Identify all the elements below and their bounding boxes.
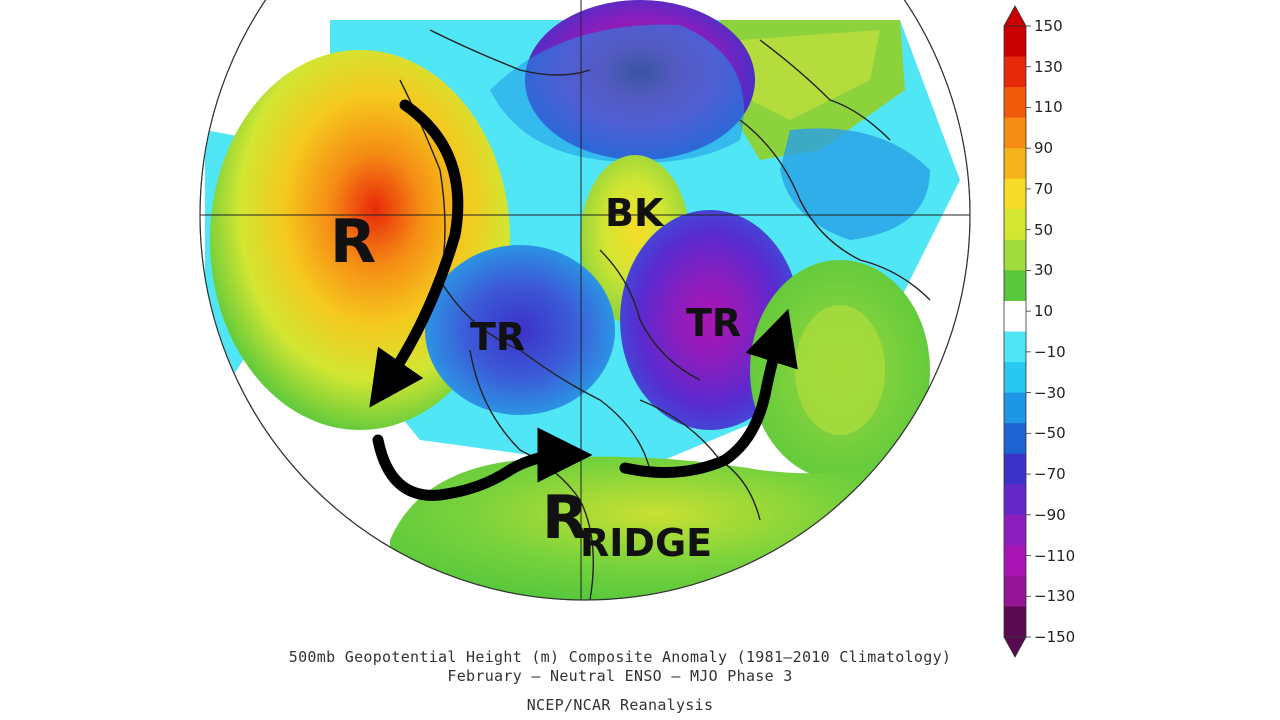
colorbar-segment — [1004, 453, 1026, 485]
label-block: BK — [605, 191, 665, 235]
colorbar-segment — [1004, 117, 1026, 149]
colorbar-tick-label: −10 — [1034, 342, 1066, 361]
colorbar-tick-label: 130 — [1034, 57, 1063, 76]
label-trough-west: TR — [470, 315, 525, 359]
colorbar-tick-label: −30 — [1034, 383, 1066, 402]
western-trough-anomaly — [425, 245, 615, 415]
colorbar-tick-label: −70 — [1034, 465, 1066, 484]
flow-arrow-south — [372, 427, 593, 501]
colorbar-segment — [1004, 575, 1026, 607]
label-ridge-south: R — [542, 483, 588, 553]
caption-title: 500mb Geopotential Height (m) Composite … — [288, 648, 952, 666]
colorbar-tick-label: 10 — [1034, 302, 1054, 321]
colorbar-segment — [1004, 178, 1026, 210]
colorbar-segment — [1004, 362, 1026, 394]
colorbar-segment — [1004, 270, 1026, 302]
colorbar-segment — [1004, 300, 1026, 332]
colorbar-top-arrow — [1003, 5, 1027, 27]
colorbar-tick-label: 150 — [1034, 17, 1063, 35]
colorbar-segment — [1004, 392, 1026, 424]
label-ridge-west: R — [330, 207, 376, 277]
colorbar-segment — [1004, 87, 1026, 119]
colorbar-segment — [1004, 209, 1026, 241]
colorbar-segment — [1004, 423, 1026, 455]
colorbar-tick-label: 90 — [1034, 139, 1054, 158]
colorbar-tick-label: 30 — [1034, 261, 1054, 280]
colorbar-tick-label: −90 — [1034, 505, 1066, 524]
colorbar-tick-label: 50 — [1034, 220, 1054, 239]
flow-arrows — [369, 99, 798, 501]
colorbar-segment — [1004, 148, 1026, 180]
colorbar-segment — [1004, 545, 1026, 577]
colorbar-segment — [1004, 331, 1026, 363]
caption-source: NCEP/NCAR Reanalysis — [526, 696, 714, 714]
colorbar-segment — [1004, 56, 1026, 88]
colorbar-tick-label: −130 — [1034, 587, 1076, 606]
colorbar-segment — [1004, 484, 1026, 516]
colorbar-tick-label: 70 — [1034, 179, 1054, 198]
colorbar-segment — [1004, 239, 1026, 271]
colorbar-tick-label: −150 — [1034, 628, 1076, 646]
colorbar-bottom-arrow — [1003, 636, 1027, 658]
colorbar-segment — [1004, 514, 1026, 546]
colorbar — [1003, 5, 1031, 658]
colorbar-tick-label: −50 — [1034, 424, 1066, 443]
colorbar-tick-label: 110 — [1034, 98, 1063, 117]
label-trough-east: TR — [686, 301, 741, 345]
colorbar-segment — [1004, 606, 1026, 638]
flow-arrow-west — [369, 99, 464, 408]
label-ridge-word: RIDGE — [580, 521, 712, 565]
anomaly-field — [200, 0, 970, 600]
flow-arrow-east — [619, 308, 798, 478]
colorbar-tick-label: −110 — [1034, 546, 1076, 565]
colorbar-segment — [1004, 26, 1026, 58]
caption-subtitle: February – Neutral ENSO – MJO Phase 3 — [447, 667, 793, 685]
